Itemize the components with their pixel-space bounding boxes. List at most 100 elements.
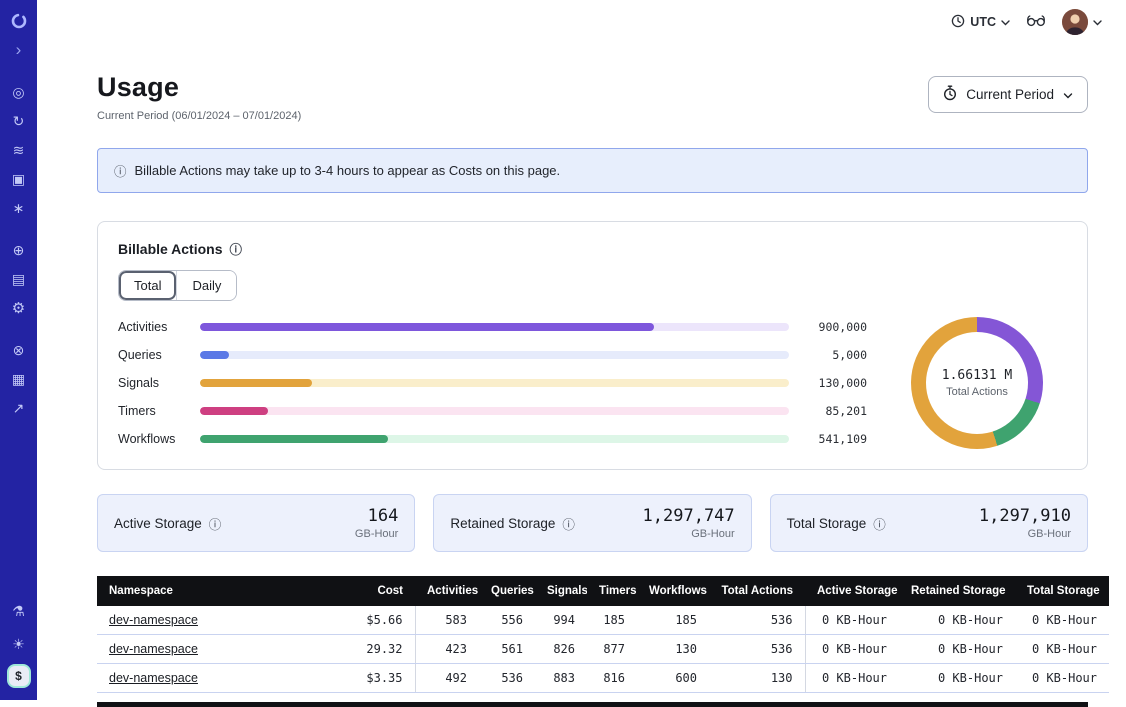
- sidebar-group: ⊕ ▤ ⚙: [6, 237, 32, 321]
- storage-value-number: 164: [367, 506, 399, 526]
- storage-card-label: Retained Storage ⓘ: [450, 514, 575, 533]
- col-workflows: Workflows: [637, 576, 709, 606]
- namespace-link[interactable]: dev-namespace: [109, 671, 198, 685]
- billable-actions-title: Billable Actions ⓘ: [118, 239, 1067, 258]
- sidebar: › ◎ ↻ ≋ ▣ ∗ ⊕ ▤ ⚙ ⊗ ▦ ↗ ⚗ ☀ $: [0, 0, 37, 700]
- cell-activities: 583: [415, 606, 479, 635]
- storage-card-retained-storage: Retained Storage ⓘ 1,297,747 GB-Hour: [433, 494, 752, 552]
- sidebar-group: ◎ ↻ ≋ ▣ ∗: [6, 79, 32, 221]
- cell-namespace: dev-namespace: [97, 634, 327, 664]
- bar-label: Timers: [118, 404, 156, 418]
- cell-timers: 185: [587, 606, 637, 635]
- sidebar-icon-groups: › ◎ ↻ ≋ ▣ ∗ ⊕ ▤ ⚙ ⊗ ▦ ↗: [6, 8, 32, 437]
- cell-cost: 29.32: [327, 634, 416, 664]
- launch-icon[interactable]: ↗: [12, 399, 25, 416]
- storage-card-active-storage: Active Storage ⓘ 164 GB-Hour: [97, 494, 416, 552]
- bar-track: [200, 379, 789, 387]
- temporal-logo-icon[interactable]: [6, 8, 32, 34]
- currency-icon[interactable]: $: [6, 664, 31, 688]
- cell-active-storage: 0 KB-Hour: [805, 663, 899, 693]
- storage-label-text: Active Storage: [114, 515, 202, 531]
- cell-workflows: 130: [637, 634, 709, 664]
- storage-card-label: Active Storage ⓘ: [114, 514, 221, 533]
- bar-value: 5,000: [832, 348, 867, 362]
- cell-retained-storage: 0 KB-Hour: [899, 663, 1015, 693]
- cell-active-storage: 0 KB-Hour: [805, 634, 899, 664]
- settings-gear-icon[interactable]: ⚙: [11, 300, 26, 317]
- sidebar-bottom-icons: ⚗ ☀ $: [6, 598, 32, 688]
- storage-card-value: 1,297,910 GB-Hour: [979, 506, 1071, 540]
- cell-total-actions: 536: [709, 606, 806, 635]
- storage-value-number: 1,297,910: [978, 506, 1071, 526]
- table-header-row: Namespace Cost Activities Queries Signals Tim…: [97, 576, 1109, 606]
- bar-row-timers: Timers 85,201: [118, 404, 867, 418]
- collapse-chevron-icon[interactable]: ›: [15, 40, 22, 59]
- total-daily-tabs: Total Daily: [118, 270, 238, 301]
- clock-icon: [951, 14, 965, 31]
- info-banner-text: Billable Actions may take up to 3-4 hour…: [134, 163, 561, 178]
- cell-signals: 826: [535, 634, 587, 664]
- cell-retained-storage: 0 KB-Hour: [899, 634, 1015, 664]
- cell-queries: 556: [479, 606, 535, 635]
- cell-namespace: dev-namespace: [97, 663, 327, 693]
- chevron-down-icon: [1001, 15, 1010, 29]
- page-head: Usage Current Period (06/01/2024 – 07/01…: [97, 72, 1088, 122]
- cell-timers: 816: [587, 663, 637, 693]
- billable-actions-title-text: Billable Actions: [118, 240, 223, 257]
- cell-total-actions: 130: [709, 663, 806, 693]
- cell-queries: 536: [479, 663, 535, 693]
- bar-fill: [200, 379, 312, 387]
- docs-icon[interactable]: ▦: [11, 370, 26, 387]
- cell-queries: 561: [479, 634, 535, 664]
- timezone-selector[interactable]: UTC: [951, 14, 1010, 31]
- info-icon: ⓘ: [208, 517, 222, 532]
- account-menu[interactable]: [1062, 9, 1102, 35]
- bar-fill: [200, 407, 268, 415]
- cell-signals: 994: [535, 606, 587, 635]
- info-icon: ⓘ: [114, 165, 127, 179]
- cell-cost: $5.66: [327, 606, 416, 635]
- donut-center: 1.66131 M Total Actions: [926, 332, 1028, 434]
- tab-daily[interactable]: Daily: [176, 271, 237, 300]
- namespaces-icon[interactable]: ◎: [12, 83, 25, 100]
- namespace-link[interactable]: dev-namespace: [109, 642, 198, 656]
- billing-icon[interactable]: ▤: [11, 270, 26, 287]
- cell-active-storage: 0 KB-Hour: [805, 606, 899, 635]
- topbar: UTC: [37, 0, 1126, 44]
- bar-label: Activities: [118, 320, 168, 334]
- bar-row-workflows: Workflows 541,109: [118, 432, 867, 446]
- namespace-link[interactable]: dev-namespace: [109, 613, 198, 627]
- bar-fill: [200, 351, 230, 359]
- cell-retained-storage: 0 KB-Hour: [899, 606, 1015, 635]
- support-icon[interactable]: ⊗: [12, 341, 25, 358]
- storage-label-text: Retained Storage: [450, 515, 556, 531]
- glasses-button[interactable]: [1026, 14, 1046, 30]
- bar-track: [200, 323, 789, 331]
- page-title-block: Usage Current Period (06/01/2024 – 07/01…: [97, 72, 301, 122]
- deployments-icon[interactable]: ▣: [11, 170, 26, 187]
- namespace-usage-table-wrap: Namespace Cost Activities Queries Signals Tim…: [97, 576, 1109, 707]
- labs-flask-icon[interactable]: ⚗: [12, 602, 25, 619]
- cell-total-storage: 0 KB-Hour: [1015, 634, 1109, 664]
- history-icon[interactable]: ↻: [12, 112, 25, 129]
- table-row: dev-namespace $5.66 583 556 994 185 185 536 0 KB…: [97, 606, 1109, 635]
- tab-total[interactable]: Total: [119, 271, 177, 300]
- col-retained-storage: Retained Storage: [899, 576, 1015, 606]
- cell-workflows: 185: [637, 606, 709, 635]
- storage-card-total-storage: Total Storage ⓘ 1,297,910 GB-Hour: [769, 494, 1088, 552]
- storage-label-text: Total Storage: [786, 515, 867, 531]
- current-period-dropdown[interactable]: Current Period: [928, 76, 1088, 113]
- bar-value: 130,000: [818, 376, 867, 390]
- globe-icon[interactable]: ⊕: [12, 241, 25, 258]
- usage-page: Usage Current Period (06/01/2024 – 07/01…: [37, 44, 1126, 707]
- bar-track: [200, 435, 789, 443]
- info-icon: ⓘ: [229, 243, 243, 257]
- cell-namespace: dev-namespace: [97, 606, 327, 635]
- theme-icon[interactable]: ☀: [12, 635, 25, 652]
- cell-signals: 883: [535, 663, 587, 693]
- cell-cost: $3.35: [327, 663, 416, 693]
- nexus-icon[interactable]: ∗: [12, 199, 25, 216]
- stack-icon[interactable]: ≋: [12, 141, 25, 158]
- col-timers: Timers: [587, 576, 637, 606]
